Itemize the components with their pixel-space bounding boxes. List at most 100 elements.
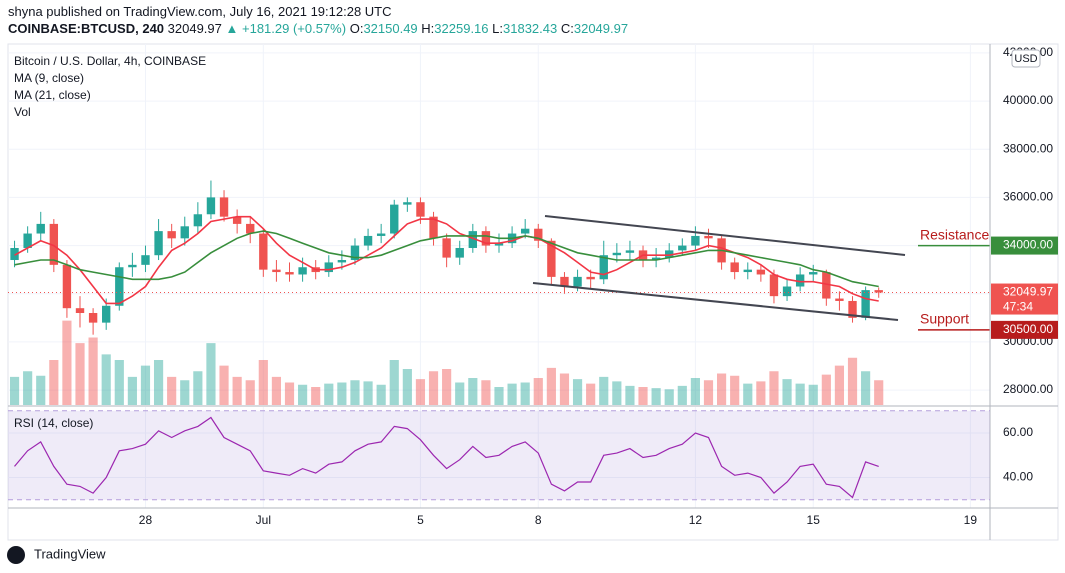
candle-body bbox=[848, 300, 857, 318]
volume-bar bbox=[140, 365, 151, 405]
volume-bar bbox=[520, 382, 530, 405]
volume-bar bbox=[677, 385, 687, 405]
volume-bar bbox=[311, 387, 321, 405]
volume-bar bbox=[795, 383, 805, 405]
volume-bar bbox=[298, 384, 308, 405]
x-tick-label: 19 bbox=[964, 513, 978, 527]
candle-body bbox=[49, 223, 59, 265]
volume-bar bbox=[271, 376, 281, 405]
volume-bar bbox=[559, 373, 570, 405]
candle-body bbox=[442, 238, 451, 258]
candle-body bbox=[403, 202, 412, 205]
candle-body bbox=[691, 235, 700, 246]
candle-body bbox=[586, 276, 595, 280]
candle-body bbox=[62, 264, 72, 309]
price-tag-label: 32049.97 bbox=[1003, 285, 1053, 299]
ohlc-h-label: H: bbox=[421, 21, 435, 36]
ma-line bbox=[14, 230, 879, 288]
volume-bar bbox=[167, 376, 177, 405]
byline: shyna published on TradingView.com, July… bbox=[8, 4, 392, 19]
candle-body bbox=[730, 262, 739, 273]
rsi-pane bbox=[8, 410, 990, 501]
candle-body bbox=[350, 245, 360, 261]
volume-bar bbox=[36, 375, 46, 405]
volume-bar bbox=[481, 380, 491, 405]
candle-body bbox=[23, 233, 32, 248]
volume-bar bbox=[206, 343, 216, 405]
rsi-tick-label: 40.00 bbox=[1003, 470, 1033, 484]
candle-body bbox=[874, 290, 883, 293]
volume-bar bbox=[651, 388, 661, 405]
candle-body bbox=[285, 272, 294, 275]
volume-bar bbox=[847, 357, 858, 405]
volume-bar bbox=[88, 337, 98, 405]
level-text: Support bbox=[920, 311, 969, 327]
volume-bar bbox=[808, 384, 818, 405]
y-tick-label: 28000.00 bbox=[1003, 382, 1053, 396]
volume-bar bbox=[468, 378, 478, 405]
volume-bar bbox=[350, 380, 360, 405]
brand: TradingView bbox=[34, 546, 106, 561]
volume-bar bbox=[586, 383, 596, 405]
candle-body bbox=[298, 267, 307, 275]
volume-bar bbox=[743, 383, 753, 405]
y-tick-label: 38000.00 bbox=[1003, 141, 1053, 155]
volume-bar bbox=[690, 378, 700, 405]
currency-box bbox=[1011, 49, 1041, 68]
legend-ma9: MA (9, close) bbox=[14, 71, 85, 85]
volume-bar bbox=[153, 360, 164, 405]
candle-body bbox=[88, 313, 98, 323]
candle-body bbox=[481, 231, 491, 246]
volume-bar bbox=[782, 379, 792, 405]
volume-bar bbox=[193, 371, 203, 405]
volume-bar bbox=[363, 381, 373, 405]
candle-body bbox=[259, 233, 268, 270]
x-tick-label: 15 bbox=[807, 513, 821, 527]
candle-body bbox=[599, 255, 608, 280]
ohlc-c-label: C: bbox=[560, 21, 574, 36]
axes: 28000.0030000.0032000.0034000.0036000.00… bbox=[139, 45, 1058, 527]
ma-lines: Resistance Support bbox=[8, 215, 990, 331]
y-tick-label: 36000.00 bbox=[1003, 190, 1053, 204]
volume-bar bbox=[861, 371, 871, 405]
volume-bar bbox=[232, 376, 242, 405]
legend-rsi: RSI (14, close) bbox=[14, 416, 94, 430]
price-tag bbox=[991, 283, 1058, 315]
price-change: ▲ +181.29 (+0.57%) bbox=[225, 21, 347, 36]
candle-body bbox=[534, 228, 543, 241]
ohlc-h: 32259.16 bbox=[434, 21, 489, 36]
last-price: 32049.97 bbox=[167, 21, 222, 36]
candle-body bbox=[782, 286, 792, 297]
x-tick-label: 5 bbox=[417, 513, 424, 527]
volume-bar bbox=[821, 374, 831, 405]
countdown: 47:34 bbox=[1003, 300, 1033, 314]
symbol-row: COINBASE:BTCUSD, 240 32049.97 ▲ +181.29 … bbox=[8, 21, 628, 36]
candle-body bbox=[795, 274, 805, 287]
volume-bar bbox=[533, 378, 543, 405]
logo-icon bbox=[7, 546, 25, 564]
candle-body bbox=[102, 305, 111, 323]
candle-body bbox=[390, 204, 399, 234]
candle-body bbox=[756, 269, 766, 275]
level-tag-label: 34000.00 bbox=[1003, 238, 1053, 252]
volume-bar bbox=[599, 376, 609, 405]
symbol: COINBASE:BTCUSD, 240 bbox=[8, 21, 165, 36]
volume-bar bbox=[75, 343, 85, 405]
volume-bar bbox=[23, 371, 33, 405]
volume-bar bbox=[9, 376, 20, 405]
x-tick-label: 12 bbox=[689, 513, 703, 527]
candle-body bbox=[232, 216, 242, 224]
candle-body bbox=[547, 240, 556, 277]
volume-bar bbox=[114, 360, 124, 405]
volume-bar bbox=[258, 360, 268, 405]
candle-body bbox=[625, 250, 635, 253]
candles bbox=[10, 180, 883, 335]
candle-body bbox=[324, 262, 333, 273]
candle-body bbox=[128, 264, 137, 268]
rsi-line bbox=[14, 416, 879, 499]
chart-title: Bitcoin / U.S. Dollar, 4h, COINBASE bbox=[14, 54, 207, 68]
x-tick-label: 28 bbox=[139, 513, 153, 527]
candle-body bbox=[219, 197, 229, 217]
candle-body bbox=[376, 233, 386, 236]
